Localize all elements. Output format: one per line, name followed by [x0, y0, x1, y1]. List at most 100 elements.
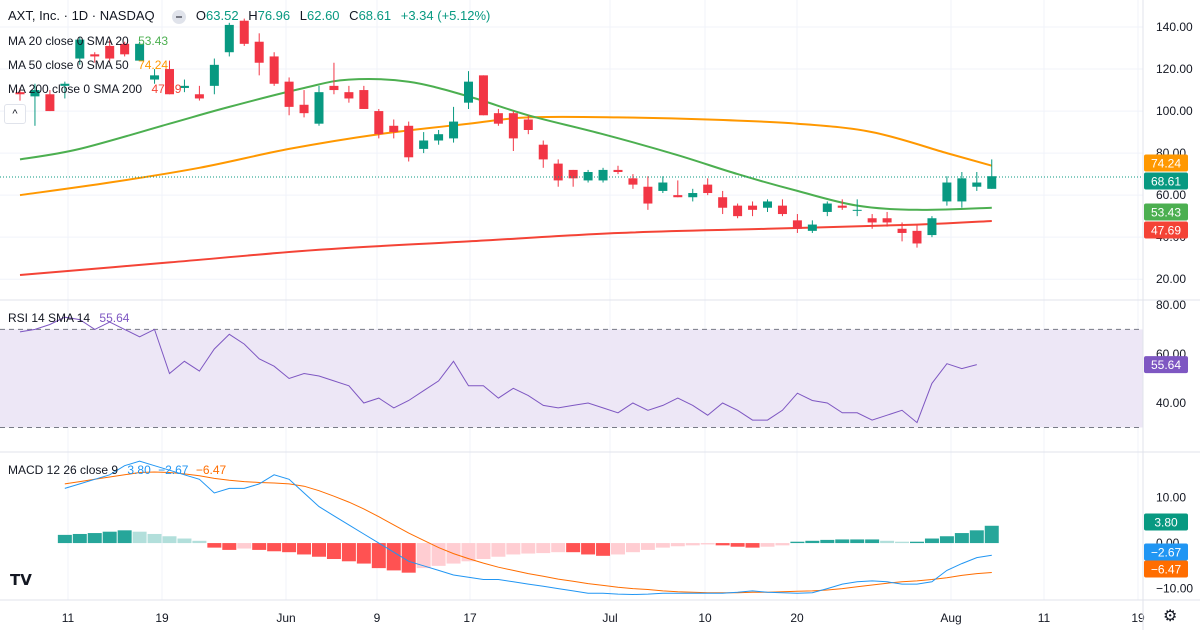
macd-histogram-bar [207, 543, 222, 548]
macd-histogram-bar [730, 543, 745, 547]
candle[interactable] [523, 115, 533, 135]
candle[interactable] [493, 108, 503, 126]
macd-histogram-bar [341, 543, 356, 562]
macd-histogram-bar [506, 543, 521, 555]
candle[interactable] [404, 121, 414, 162]
candle[interactable] [239, 18, 249, 46]
ohlc-open-label: O63.52 [195, 8, 239, 23]
rsi-legend[interactable]: RSI 14 SMA 14 55.64 [8, 311, 135, 325]
macd-histogram-bar [611, 543, 625, 555]
candle[interactable] [882, 211, 892, 227]
symbol-legend[interactable]: AXT, Inc. · 1D · NASDAQ O63.52 H76.96 L6… [8, 8, 496, 24]
candle[interactable] [733, 203, 743, 219]
x-tick-label: 9 [374, 611, 381, 625]
candle[interactable] [75, 37, 85, 65]
macd-histogram-bar [745, 543, 760, 548]
macd-legend[interactable]: MACD 12 26 close 9 3.80 −2.67 −6.47 [8, 463, 232, 477]
candle[interactable] [957, 172, 967, 208]
candle[interactable] [688, 188, 698, 202]
candle[interactable] [150, 69, 160, 84]
candle[interactable] [822, 201, 832, 217]
macd-histogram-bar [685, 543, 700, 546]
candle[interactable] [105, 39, 115, 61]
candle[interactable] [464, 71, 473, 109]
tradingview-logo-icon[interactable]: TV [10, 571, 32, 589]
x-tick-label: 17 [463, 611, 477, 625]
gear-icon[interactable]: ⚙ [1163, 608, 1178, 625]
candle[interactable] [224, 22, 234, 57]
ma200-line [19, 220, 992, 276]
candle[interactable] [912, 224, 922, 248]
candle[interactable] [329, 62, 339, 95]
candle[interactable] [807, 220, 817, 233]
price-badge-bg [1144, 203, 1188, 221]
candle[interactable] [777, 199, 787, 217]
candle[interactable] [867, 214, 877, 229]
ma20-legend[interactable]: MA 20 close 0 SMA 20 53.43 [8, 34, 174, 48]
candle[interactable] [583, 169, 593, 183]
axes: 11 19 Jun 9 17 Jul 10 20 Aug 11 19 140.00 120.00 100.… [62, 20, 1194, 625]
candle[interactable] [30, 83, 40, 126]
candle[interactable] [194, 85, 204, 101]
candle[interactable] [449, 106, 459, 143]
candle[interactable] [598, 167, 608, 183]
candle[interactable] [508, 111, 518, 151]
candle[interactable] [613, 165, 623, 175]
macd-histogram-bar [655, 543, 670, 548]
candle[interactable] [837, 199, 847, 210]
candle[interactable] [628, 174, 638, 189]
candle[interactable] [45, 90, 55, 112]
candle[interactable] [135, 41, 145, 61]
candle[interactable] [538, 140, 548, 168]
candle[interactable] [852, 199, 862, 217]
candle[interactable] [673, 180, 683, 198]
macd-pane[interactable] [57, 460, 999, 596]
candle[interactable] [927, 216, 937, 238]
x-tick-label: 19 [1131, 611, 1145, 625]
price-pane[interactable] [0, 18, 1143, 276]
candle[interactable] [643, 176, 653, 210]
candle[interactable] [165, 60, 174, 95]
macd-histogram-bar [895, 541, 910, 544]
candle[interactable] [478, 75, 488, 116]
rsi-pane[interactable] [0, 316, 1143, 428]
candle[interactable] [434, 129, 444, 145]
candle[interactable] [90, 52, 100, 63]
candle[interactable] [209, 58, 219, 95]
candle[interactable] [553, 159, 563, 187]
candle[interactable] [718, 190, 728, 215]
candle-body [688, 193, 698, 198]
candle[interactable] [374, 108, 384, 139]
candle[interactable] [897, 222, 907, 242]
candle[interactable] [269, 52, 279, 86]
candle[interactable] [344, 85, 354, 103]
candle[interactable] [703, 178, 713, 196]
candle-body [90, 54, 100, 57]
candle[interactable] [987, 159, 997, 189]
candle[interactable] [60, 81, 70, 99]
candle[interactable] [419, 132, 429, 154]
candle[interactable] [763, 199, 772, 212]
ma200-legend[interactable]: MA 200 close 0 SMA 200 47.69 [8, 82, 187, 96]
candle[interactable] [658, 176, 668, 194]
candle[interactable] [314, 85, 324, 126]
candle[interactable] [15, 87, 25, 101]
candle[interactable] [792, 214, 802, 233]
collapse-legend-button[interactable]: ^ [4, 104, 26, 124]
candle[interactable] [359, 85, 369, 109]
ma50-legend[interactable]: MA 50 close 0 SMA 50 74.24 [8, 58, 174, 72]
candle[interactable] [120, 41, 130, 57]
candle[interactable] [748, 201, 758, 217]
candle[interactable] [299, 90, 309, 118]
candle[interactable] [179, 79, 189, 93]
candle[interactable] [284, 77, 294, 116]
candle[interactable] [389, 119, 399, 139]
candle[interactable] [972, 172, 982, 191]
candle[interactable] [568, 169, 578, 187]
candle-body [179, 85, 189, 88]
candle[interactable] [254, 33, 264, 76]
symbol-title[interactable]: AXT, Inc. · 1D · NASDAQ [8, 8, 155, 23]
candle[interactable] [942, 176, 952, 206]
